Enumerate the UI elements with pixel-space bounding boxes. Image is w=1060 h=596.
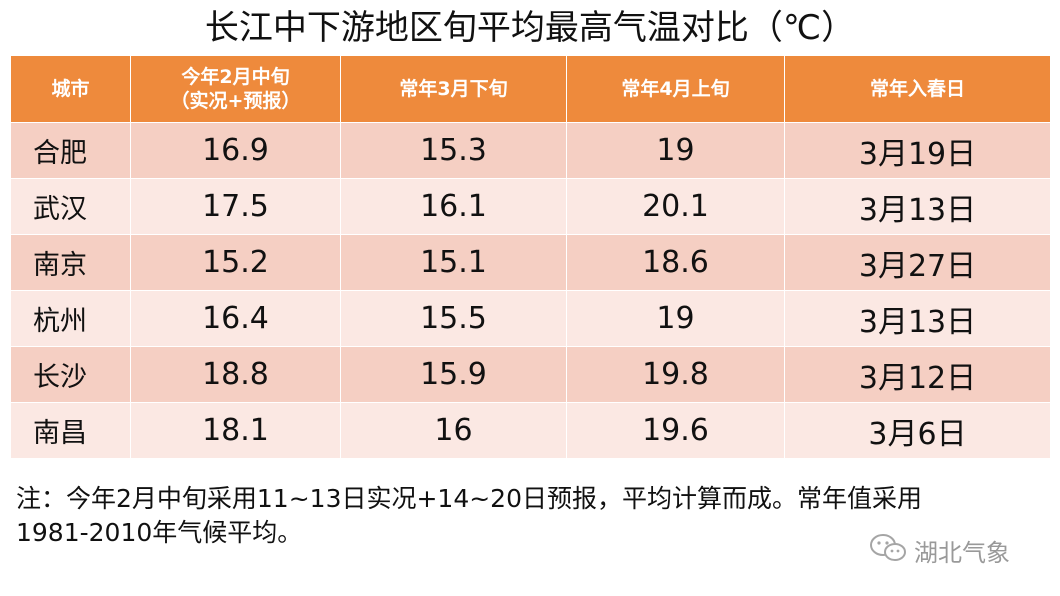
value-cell: 17.5	[130, 178, 341, 235]
value-cell: 15.3	[340, 122, 567, 179]
date-cell: 3月6日	[784, 402, 1051, 459]
date-cell: 3月27日	[784, 234, 1051, 291]
watermark-text: 湖北气象	[914, 538, 1010, 567]
table-row: 杭州 16.4 15.5 19 3月13日	[10, 290, 1051, 347]
value-cell: 18.6	[566, 234, 785, 291]
date-cell: 3月13日	[784, 178, 1051, 235]
value-cell: 16.1	[340, 178, 567, 235]
table-row: 合肥 16.9 15.3 19 3月19日	[10, 122, 1051, 179]
city-cell: 杭州	[10, 290, 131, 347]
watermark: 湖北气象	[868, 532, 1010, 568]
date-cell: 3月19日	[784, 122, 1051, 179]
value-cell: 16.9	[130, 122, 341, 179]
footnote-line-1: 注：今年2月中旬采用11~13日实况+14~20日预报，平均计算而成。常年值采用	[16, 484, 922, 513]
value-cell: 15.5	[340, 290, 567, 347]
header-city: 城市	[10, 55, 131, 123]
table-title: 长江中下游地区旬平均最高气温对比（℃）	[204, 8, 856, 48]
value-cell: 19	[566, 122, 785, 179]
value-cell: 16.4	[130, 290, 341, 347]
header-normal-apr-early: 常年4月上旬	[566, 55, 785, 123]
value-cell: 19.6	[566, 402, 785, 459]
table-row: 长沙 18.8 15.9 19.8 3月12日	[10, 346, 1051, 403]
city-cell: 南昌	[10, 402, 131, 459]
value-cell: 18.8	[130, 346, 341, 403]
value-cell: 15.2	[130, 234, 341, 291]
value-cell: 19	[566, 290, 785, 347]
city-cell: 合肥	[10, 122, 131, 179]
city-cell: 南京	[10, 234, 131, 291]
footnote: 注：今年2月中旬采用11~13日实况+14~20日预报，平均计算而成。常年值采用…	[16, 482, 1046, 550]
date-cell: 3月13日	[784, 290, 1051, 347]
temperature-table: 城市 今年2月中旬 （实况+预报） 常年3月下旬 常年4月上旬 常年入春日 合肥…	[10, 55, 1051, 459]
footnote-line-2: 1981-2010年气候平均。	[16, 518, 303, 547]
value-cell: 15.9	[340, 346, 567, 403]
table-row: 南京 15.2 15.1 18.6 3月27日	[10, 234, 1051, 291]
city-cell: 武汉	[10, 178, 131, 235]
header-this-year-feb-mid: 今年2月中旬 （实况+预报）	[130, 55, 341, 123]
value-cell: 16	[340, 402, 567, 459]
table-row: 南昌 18.1 16 19.6 3月6日	[10, 402, 1051, 459]
wechat-icon	[868, 532, 908, 568]
table-row: 武汉 17.5 16.1 20.1 3月13日	[10, 178, 1051, 235]
value-cell: 15.1	[340, 234, 567, 291]
header-normal-spring-onset: 常年入春日	[784, 55, 1051, 123]
value-cell: 20.1	[566, 178, 785, 235]
header-normal-mar-late: 常年3月下旬	[340, 55, 567, 123]
value-cell: 18.1	[130, 402, 341, 459]
value-cell: 19.8	[566, 346, 785, 403]
city-cell: 长沙	[10, 346, 131, 403]
date-cell: 3月12日	[784, 346, 1051, 403]
header-row: 城市 今年2月中旬 （实况+预报） 常年3月下旬 常年4月上旬 常年入春日	[10, 55, 1051, 123]
